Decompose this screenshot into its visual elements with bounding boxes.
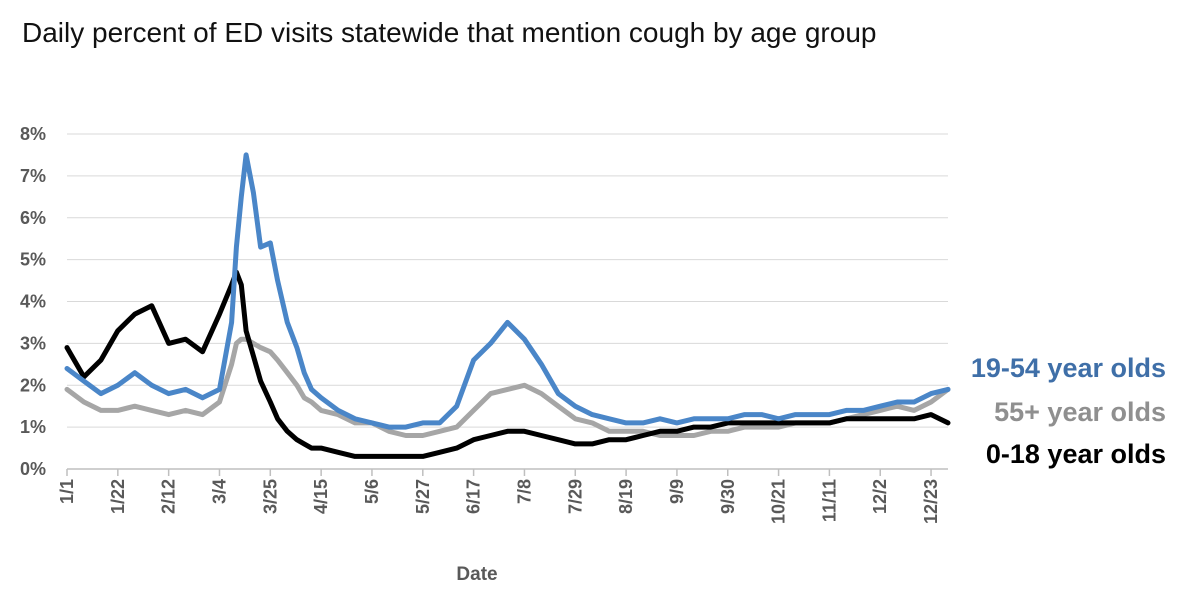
series-line-2 <box>64 269 951 459</box>
x-tick-label: 5/6 <box>362 479 382 504</box>
x-tick-label: 3/25 <box>260 479 280 514</box>
x-tick-label: 11/11 <box>819 479 839 522</box>
series-line-0 <box>64 152 951 430</box>
y-tick-label: 6% <box>20 208 46 228</box>
x-axis-label: Date <box>456 564 497 585</box>
x-tick-label: 9/30 <box>718 479 738 514</box>
x-tick-label: 2/12 <box>159 479 179 514</box>
y-tick-labels: 0% 1% 2% 3% 4% 5% 6% 7% 8% <box>20 124 46 479</box>
y-tick-label: 7% <box>20 166 46 186</box>
y-tick-label: 1% <box>20 417 46 437</box>
x-tick-label: 1/1 <box>57 479 77 504</box>
y-tick-label: 5% <box>20 250 46 270</box>
series-label-2: 0-18 year olds <box>986 439 1166 469</box>
y-tick-label: 0% <box>20 459 46 479</box>
x-axis <box>66 468 948 476</box>
x-tick-label: 9/9 <box>667 479 687 504</box>
x-tick-label: 12/2 <box>870 479 890 514</box>
y-tick-label: 4% <box>20 292 46 312</box>
series-labels: 19-54 year olds 55+ year olds 0-18 year ol… <box>971 353 1166 469</box>
x-tick-label: 7/8 <box>514 479 534 504</box>
y-tick-label: 3% <box>20 333 46 353</box>
x-tick-label: 8/19 <box>616 479 636 514</box>
x-tick-labels: 1/1 1/22 2/12 3/4 3/25 4/15 5/6 5/27 6/17 7/8 7/29… <box>57 479 941 524</box>
chart-title: Daily percent of ED visits statewide tha… <box>22 17 877 48</box>
x-tick-label: 5/27 <box>413 479 433 514</box>
x-tick-label: 10/21 <box>769 479 789 524</box>
y-tick-label: 2% <box>20 375 46 395</box>
x-tick-label: 6/17 <box>464 479 484 514</box>
series-label-0: 19-54 year olds <box>971 353 1166 383</box>
gridlines <box>67 133 948 428</box>
y-tick-label: 8% <box>20 124 46 144</box>
x-tick-label: 7/29 <box>565 479 585 514</box>
x-tick-label: 3/4 <box>209 479 229 504</box>
x-tick-label: 12/23 <box>921 479 941 524</box>
series-lines <box>64 152 951 459</box>
series-label-1: 55+ year olds <box>994 397 1166 427</box>
x-tick-label: 4/15 <box>311 479 331 514</box>
x-tick-label: 1/22 <box>108 479 128 514</box>
series-line-1 <box>64 336 951 438</box>
